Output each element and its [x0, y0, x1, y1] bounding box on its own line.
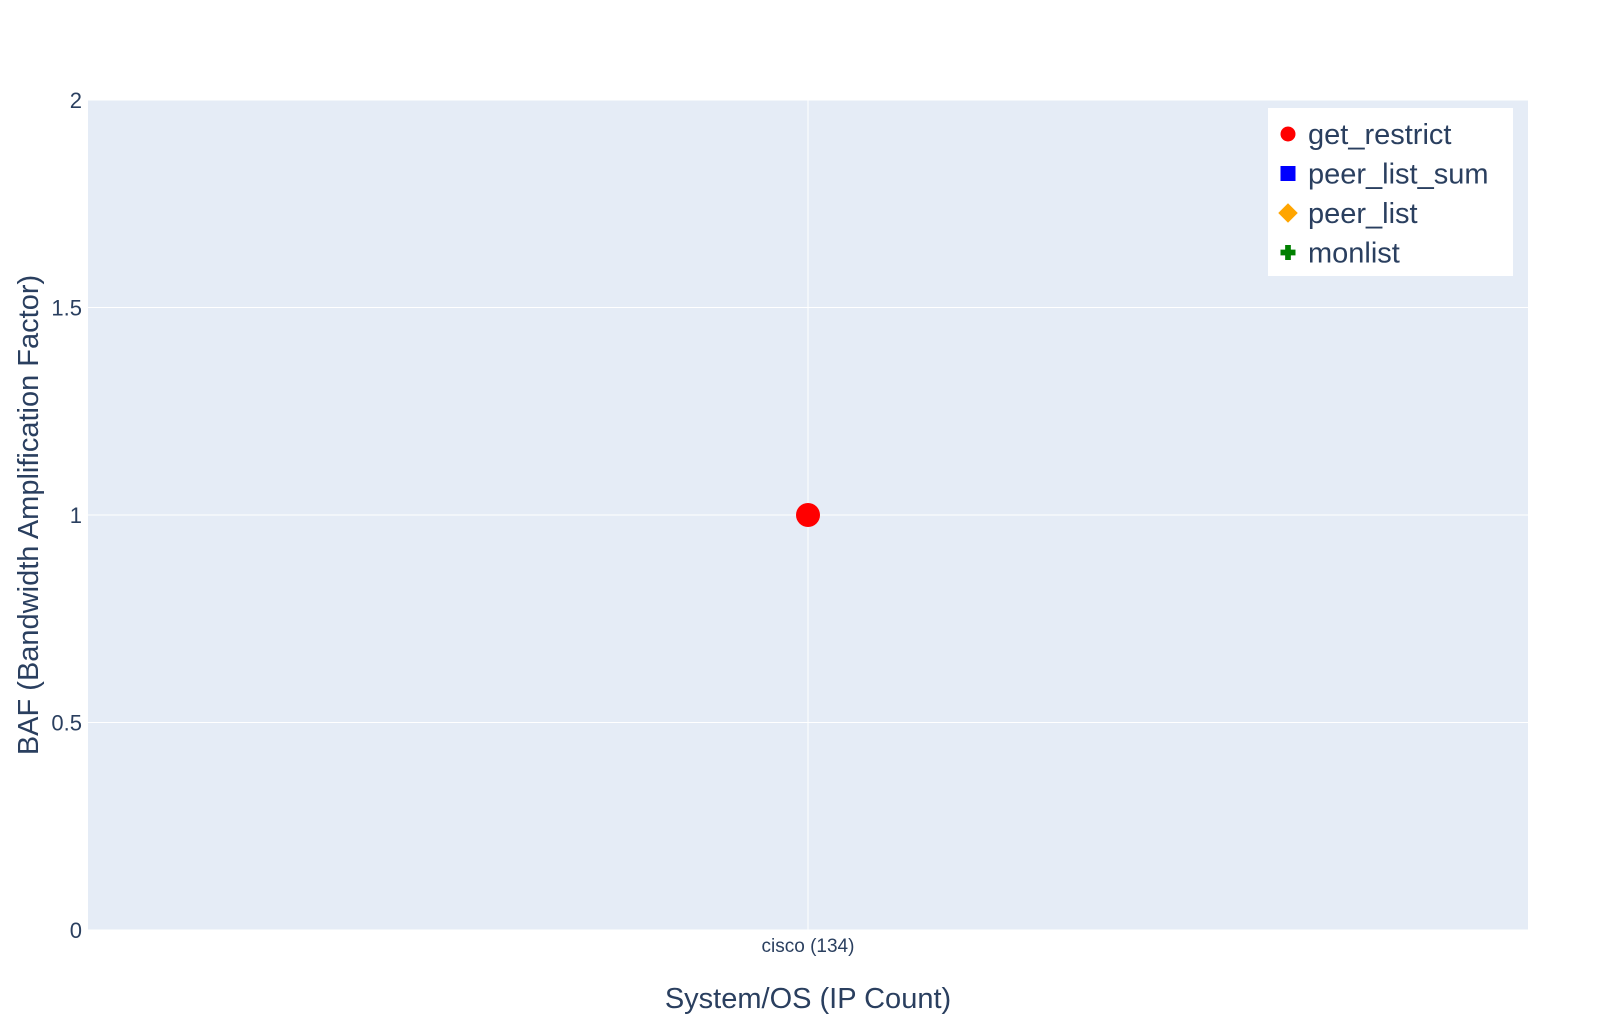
- legend-label: monlist: [1308, 238, 1400, 270]
- legend-item-peer-list[interactable]: peer_list: [1278, 198, 1418, 230]
- x-axis-ticks: cisco (134): [762, 936, 855, 957]
- y-tick-label: 0: [70, 918, 82, 943]
- legend-label: peer_list: [1308, 198, 1418, 230]
- x-tick-label: cisco (134): [762, 936, 855, 957]
- legend-circle-icon: [1280, 126, 1296, 142]
- legend-label: peer_list_sum: [1308, 159, 1489, 191]
- legend-item-peer-list-sum[interactable]: peer_list_sum: [1280, 159, 1489, 191]
- legend-diamond-icon: [1278, 203, 1298, 223]
- data-markers: [796, 503, 820, 527]
- y-tick-label: 1.5: [51, 296, 82, 321]
- legend[interactable]: get_restrict peer_list_sum peer_listmonlis…: [1268, 108, 1513, 276]
- y-axis-ticks: 0 0.5 1 1.5 2: [51, 88, 82, 943]
- x-axis-title: System/OS (IP Count): [665, 983, 951, 1015]
- y-tick-label: 1: [70, 503, 82, 528]
- legend-square-icon: [1280, 166, 1296, 181]
- legend-item-get-restrict[interactable]: get_restrict: [1280, 119, 1452, 151]
- legend-item-monlist[interactable]: monlist: [1280, 238, 1400, 270]
- legend-background: [1268, 108, 1513, 276]
- data-point-get-restrict[interactable]: [796, 503, 820, 527]
- legend-cross-icon: [1280, 245, 1296, 260]
- y-tick-label: 2: [70, 88, 82, 113]
- legend-label: get_restrict: [1308, 119, 1451, 151]
- y-axis-title: BAF (Bandwidth Amplification Factor): [13, 275, 45, 755]
- y-tick-label: 0.5: [51, 711, 82, 736]
